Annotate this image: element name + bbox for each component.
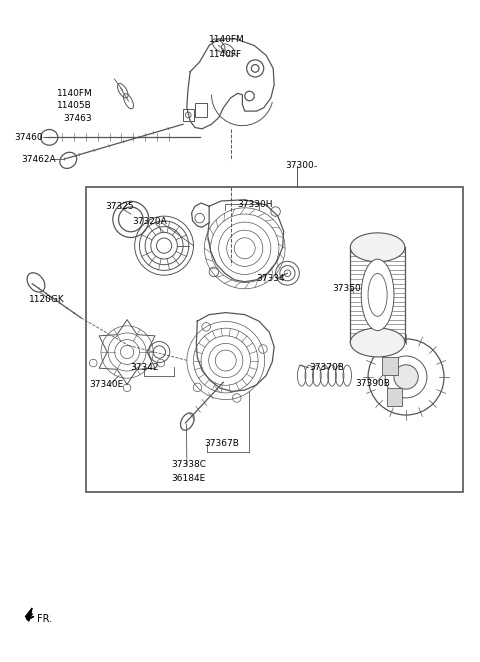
Ellipse shape <box>350 328 405 357</box>
Text: 37390B: 37390B <box>355 379 390 388</box>
Ellipse shape <box>394 365 418 389</box>
Bar <box>195 103 207 117</box>
Text: 37462A: 37462A <box>21 154 55 164</box>
Text: 37342: 37342 <box>130 363 158 371</box>
Bar <box>387 388 402 406</box>
Text: 1120GK: 1120GK <box>29 295 65 304</box>
Text: 37300: 37300 <box>285 161 314 170</box>
Text: 1140FM: 1140FM <box>209 35 245 44</box>
Text: 37370B: 37370B <box>309 363 344 371</box>
Text: 37367B: 37367B <box>204 440 240 448</box>
Ellipse shape <box>361 260 394 330</box>
Text: 1140FF: 1140FF <box>209 50 242 59</box>
Text: 37334: 37334 <box>257 274 285 283</box>
Text: 37338C: 37338C <box>171 460 206 469</box>
Text: 37340E: 37340E <box>89 381 123 389</box>
Text: 37463: 37463 <box>63 114 92 123</box>
Ellipse shape <box>368 273 387 316</box>
Text: 11405B: 11405B <box>57 101 92 111</box>
Text: 37320A: 37320A <box>132 217 167 226</box>
Bar <box>383 357 397 375</box>
Text: 37330H: 37330H <box>238 200 273 209</box>
Text: 37325: 37325 <box>105 202 133 211</box>
Ellipse shape <box>350 233 405 261</box>
Bar <box>86 187 463 492</box>
Text: FR.: FR. <box>37 614 52 624</box>
Bar <box>183 109 193 121</box>
Text: 37350: 37350 <box>333 284 361 293</box>
Text: 36184E: 36184E <box>171 473 205 483</box>
Text: 37460: 37460 <box>14 133 43 142</box>
Text: 1140FM: 1140FM <box>57 89 93 98</box>
Polygon shape <box>25 608 32 621</box>
